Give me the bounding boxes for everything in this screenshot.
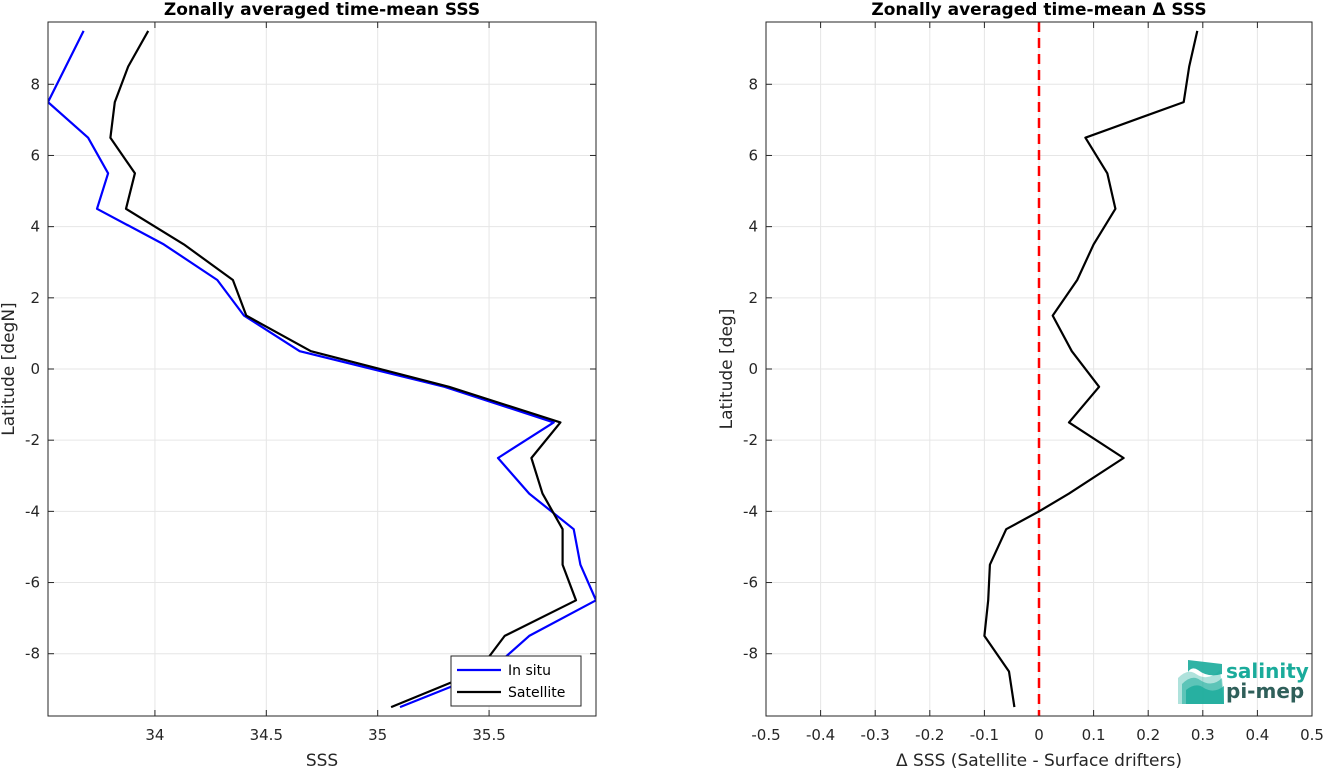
y-tick-label: 4 [30, 218, 40, 236]
legend-entry: Satellite [508, 685, 565, 701]
x-tick-label: 0.5 [1300, 726, 1324, 744]
logo-wave-shape [1186, 685, 1224, 704]
series-line-in-situ [48, 30, 596, 709]
chart-title: Zonally averaged time-mean SSS [164, 0, 480, 20]
y-axis-label: Latitude [deg] [717, 309, 737, 430]
y-tick-label: -2 [743, 431, 758, 449]
x-tick-label: -0.3 [861, 726, 890, 744]
y-tick-label: 8 [30, 75, 40, 93]
y-tick-label: -6 [743, 574, 758, 592]
y-tick-label: -8 [743, 645, 758, 663]
x-tick-label: -0.2 [915, 726, 944, 744]
x-tick-label: 35.5 [472, 726, 505, 744]
x-tick-label: 0 [1034, 726, 1044, 744]
x-tick-label: -0.4 [806, 726, 835, 744]
y-tick-label: -2 [25, 431, 40, 449]
x-tick-label: 0.1 [1082, 726, 1106, 744]
y-tick-label: 6 [748, 146, 758, 164]
x-tick-label: 34.5 [250, 726, 283, 744]
x-tick-label: 35 [368, 726, 387, 744]
y-tick-label: 2 [748, 289, 758, 307]
logo-line2: pi-mep [1226, 679, 1304, 703]
y-tick-label: -4 [25, 502, 40, 520]
y-tick-label: 6 [30, 146, 40, 164]
x-tick-label: 0.4 [1245, 726, 1269, 744]
x-tick-label: -0.5 [751, 726, 780, 744]
y-tick-label: 2 [30, 289, 40, 307]
panel-right-delta-sss: -0.5 -0.4 -0.3 -0.2 -0.1 0 0.1 0.2 0.3 0.4 0.5 -8 -6… [717, 0, 1324, 771]
legend-box [450, 655, 582, 707]
y-tick-label: 4 [748, 218, 758, 236]
x-tick-label: 0.3 [1191, 726, 1215, 744]
y-axis-label: Latitude [degN] [0, 302, 19, 435]
y-tick-label: -8 [25, 645, 40, 663]
axes-frame [765, 21, 1313, 717]
y-tick-label: 8 [748, 75, 758, 93]
legend-entry: In situ [508, 663, 551, 679]
panel-left-sss: 34 34.5 35 35.5 -8 -6 -4 -2 0 2 4 6 8 Zonally average… [0, 0, 597, 771]
x-axis-label: Δ SSS (Satellite - Surface drifters) [896, 751, 1182, 769]
x-tick-label: 34 [145, 726, 164, 744]
y-tick-label: -6 [25, 574, 40, 592]
series-line-satellite [109, 30, 578, 709]
logo-line1: salinity [1226, 659, 1309, 683]
y-tick-label: 0 [30, 360, 40, 378]
x-tick-label: -0.1 [970, 726, 999, 744]
y-tick-label: -4 [743, 502, 758, 520]
chart-title: Zonally averaged time-mean Δ SSS [871, 0, 1206, 20]
logo-wave-shape [1188, 660, 1222, 676]
axes-frame [47, 21, 597, 717]
x-axis-label: SSS [306, 751, 338, 769]
series-line-delta-sss [983, 30, 1199, 708]
x-tick-label: 0.2 [1136, 726, 1160, 744]
y-tick-label: 0 [748, 360, 758, 378]
